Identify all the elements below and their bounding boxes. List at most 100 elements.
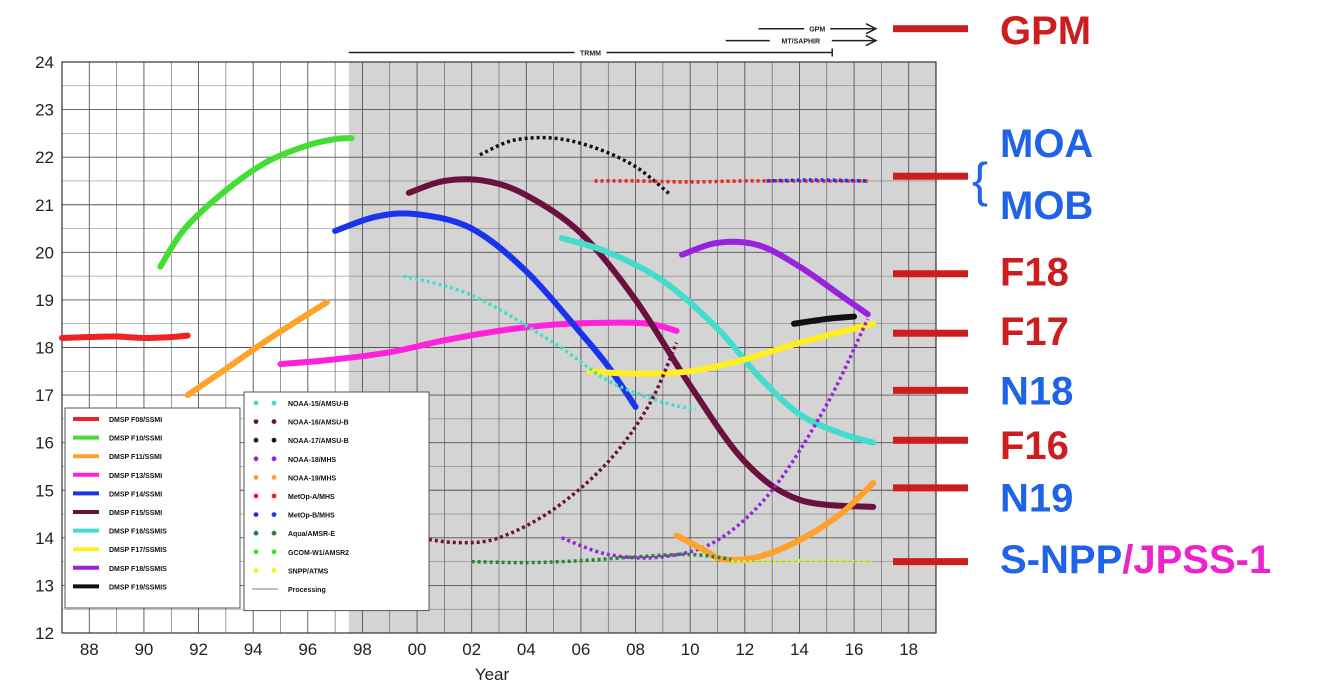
x-tick-label: 04: [517, 640, 536, 659]
legend-swatch: [253, 530, 259, 536]
satellite-label: F16: [1000, 424, 1069, 468]
series-line: [157, 135, 355, 270]
legend-entry: DMSP F15/SSMI: [109, 510, 162, 517]
series-line: [405, 176, 877, 510]
y-tick-label: 13: [35, 576, 54, 595]
x-tick-label: 08: [626, 640, 645, 659]
y-tick-label: 15: [35, 481, 54, 500]
y-tick-label: 20: [35, 243, 54, 262]
x-tick-label: 98: [353, 640, 372, 659]
satellite-label-part: GPM: [1000, 9, 1091, 53]
legend-entry: DMSP F14/SSMI: [109, 491, 162, 498]
legend-swatch: [253, 549, 259, 555]
legend-box: [64, 407, 241, 609]
satellite-label-part: F17: [1000, 310, 1069, 354]
legend-swatch: [253, 456, 259, 462]
series-line: [586, 320, 877, 377]
x-tick-label: 18: [899, 640, 918, 659]
legend-entry: NOAA-16/AMSU-B: [288, 420, 349, 427]
legend-entry: DMSP F13/SSMI: [109, 473, 162, 480]
satellite-label: GPM: [1000, 9, 1091, 53]
series-line: [471, 552, 732, 565]
legend-swatch: [253, 568, 259, 573]
legend-swatch: [271, 512, 277, 517]
satellite-label: N18: [1000, 369, 1073, 413]
axes: 24 23 22 21 20 19 18 17 16 15 14 13 12 88 90 92 94 96 98 00…: [35, 53, 937, 659]
y-tick-label: 14: [35, 529, 54, 548]
x-tick-label: 88: [80, 640, 99, 659]
series-marker-bar: [893, 484, 968, 492]
mission-label: TRMM: [580, 50, 601, 57]
y-tick-label: 24: [35, 53, 54, 72]
series-marker-bar: [893, 25, 968, 33]
series-line: [731, 558, 874, 564]
series-marker-bar: [893, 436, 968, 444]
x-tick-label: 06: [571, 640, 590, 659]
legend-swatch: [271, 475, 277, 480]
satellite-label-part: MOB: [1000, 184, 1093, 228]
legend-entry: DMSP F10/SSMI: [109, 436, 162, 443]
series-marker-bar: [893, 270, 968, 278]
mission-label-bg: [804, 22, 831, 35]
legend-entry: Aqua/AMSR-E: [288, 531, 335, 538]
series-line: [184, 299, 330, 399]
satellite-label-part: MOA: [1000, 122, 1093, 166]
legend-entry: NOAA-18/MHS: [288, 457, 337, 464]
series-line: [479, 135, 673, 197]
x-tick-label: 94: [244, 640, 263, 659]
satellite-label-part: N18: [1000, 369, 1073, 413]
satellite-label-part: F16: [1000, 424, 1069, 468]
legend-entry: DMSP F16/SSMIS: [109, 529, 167, 536]
satellite-label: N19: [1000, 476, 1073, 520]
x-tick-label: 90: [134, 640, 153, 659]
satellite-label: MOA: [1000, 122, 1093, 166]
legend-swatch: [253, 400, 259, 406]
series-marker-bar: [893, 329, 968, 337]
satellite-label-part: /JPSS-1: [1122, 538, 1271, 582]
series-line: [558, 235, 877, 446]
x-tick-label: 00: [408, 640, 427, 659]
mission-label: GPM: [809, 27, 825, 34]
x-axis-label: Year: [475, 665, 510, 684]
x-tick-label: 12: [735, 640, 754, 659]
series-line: [790, 313, 858, 327]
legend-swatch: [253, 475, 259, 480]
legend-entry: DMSP F08/SSMI: [109, 417, 162, 424]
mission-label-bg: [769, 34, 832, 47]
plot-frame: [61, 61, 937, 634]
series-marker-bar: [893, 386, 968, 394]
y-tick-label: 19: [35, 291, 54, 310]
brace-icon: {: [972, 155, 988, 208]
right-labels: { GPM MOA MOB F18 F17 N18 F16 N19 S-NPP/JPSS-1: [893, 9, 1271, 582]
x-tick-label: 96: [298, 640, 317, 659]
y-tick-label: 18: [35, 339, 54, 358]
satellite-label-part: F18: [1000, 250, 1069, 294]
satellite-label-part: N19: [1000, 476, 1073, 520]
legend-entry: NOAA-15/AMSU-B: [288, 401, 349, 408]
legend-swatch: [271, 400, 277, 406]
legend-entry: DMSP F18/SSMIS: [109, 566, 167, 573]
series-line: [59, 332, 191, 341]
legend-swatch: [271, 419, 277, 424]
satellite-label: F18: [1000, 250, 1069, 294]
legend-swatch: [271, 568, 277, 573]
legend-swatch: [271, 437, 277, 443]
legend-swatch: [271, 456, 277, 462]
series-line: [402, 274, 697, 412]
legend-entry: NOAA-19/MHS: [288, 475, 337, 482]
y-tick-label: 16: [35, 434, 54, 453]
legend-box: [243, 391, 430, 612]
mission-label-bg: [574, 46, 607, 59]
series-line: [678, 238, 871, 318]
satellite-label-part: S-NPP: [1000, 538, 1122, 582]
series-marker-bar: [893, 172, 968, 180]
legend-swatch: [253, 512, 259, 517]
satellite-label: S-NPP/JPSS-1: [1000, 538, 1271, 582]
series-line: [332, 210, 639, 410]
legend-entry: Processing: [288, 587, 326, 594]
legend-entry: GCOM-W1/AMSR2: [288, 550, 349, 557]
y-tick-label: 23: [35, 101, 54, 120]
satellite-label: MOB: [1000, 184, 1093, 228]
legend-entry: DMSP F17/SSMIS: [109, 547, 167, 554]
